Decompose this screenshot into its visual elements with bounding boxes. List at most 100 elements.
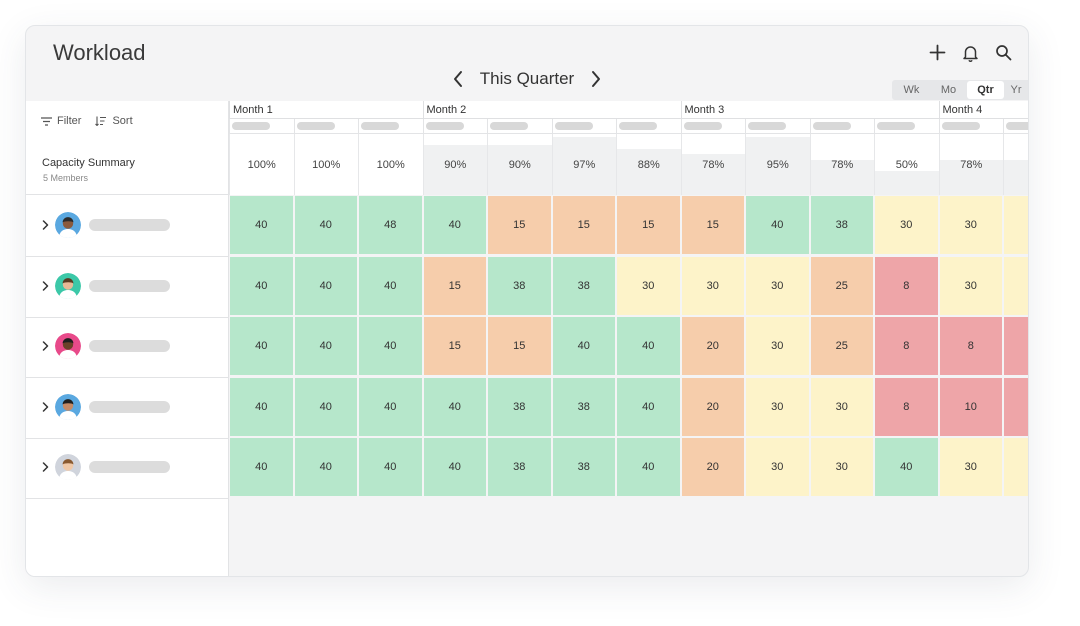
month-header: Month 2 xyxy=(422,101,681,119)
workload-cell[interactable]: 38 xyxy=(552,438,615,496)
chevron-right-icon[interactable] xyxy=(39,219,51,231)
workload-cell[interactable]: 40 xyxy=(359,438,422,496)
week-label-placeholder xyxy=(877,122,915,130)
workload-cell[interactable]: 8 xyxy=(875,378,938,436)
workload-cell[interactable]: 30 xyxy=(617,257,680,315)
workload-cell[interactable]: 30 xyxy=(939,257,1002,315)
workload-cell[interactable]: 8 xyxy=(939,317,1002,375)
workload-cell[interactable]: 30 xyxy=(939,196,1002,254)
week-header xyxy=(874,119,939,134)
workload-cell[interactable]: 15 xyxy=(488,196,551,254)
workload-cell[interactable]: 40 xyxy=(423,196,486,254)
search-icon[interactable] xyxy=(993,42,1014,63)
workload-cell[interactable]: 15 xyxy=(423,317,486,375)
member-name-placeholder xyxy=(89,401,170,413)
chevron-right-icon[interactable] xyxy=(586,69,606,89)
workload-cell[interactable]: 38 xyxy=(488,438,551,496)
avatar xyxy=(55,212,81,238)
workload-cell[interactable]: 38 xyxy=(488,378,551,436)
workload-cell[interactable]: 40 xyxy=(294,257,357,315)
workload-cell[interactable]: 40 xyxy=(230,196,293,254)
week-label-placeholder xyxy=(232,122,270,130)
workload-cell[interactable]: 38 xyxy=(810,196,873,254)
workload-cell[interactable]: 10 xyxy=(939,378,1002,436)
workload-cell[interactable]: 15 xyxy=(488,317,551,375)
capacity-fill xyxy=(681,134,745,154)
week-header xyxy=(487,119,552,134)
capacity-percent: 100% xyxy=(376,159,405,171)
workload-cell[interactable] xyxy=(1004,438,1028,496)
plus-icon[interactable] xyxy=(927,42,948,63)
workload-cell[interactable]: 20 xyxy=(681,438,744,496)
member-name-placeholder xyxy=(89,461,170,473)
workload-cell[interactable]: 40 xyxy=(617,378,680,436)
capacity-column: 97% xyxy=(551,134,616,195)
workload-cell[interactable]: 20 xyxy=(681,378,744,436)
workload-cell[interactable]: 40 xyxy=(359,317,422,375)
workload-cell[interactable]: 40 xyxy=(746,196,809,254)
workload-cell[interactable]: 40 xyxy=(423,438,486,496)
member-row xyxy=(26,437,229,497)
workload-cell[interactable]: 25 xyxy=(810,317,873,375)
zoom-week-button[interactable]: Wk xyxy=(903,84,920,96)
chevron-right-icon[interactable] xyxy=(39,401,51,413)
filter-button[interactable]: Filter xyxy=(41,115,81,127)
workload-cell[interactable]: 40 xyxy=(423,378,486,436)
workload-cell[interactable]: 38 xyxy=(552,257,615,315)
workload-cell[interactable] xyxy=(1004,378,1028,436)
workload-cell[interactable]: 40 xyxy=(359,257,422,315)
workload-cell[interactable]: 30 xyxy=(681,257,744,315)
workload-cell[interactable]: 15 xyxy=(681,196,744,254)
workload-cell[interactable]: 30 xyxy=(875,196,938,254)
workload-cell[interactable]: 30 xyxy=(746,438,809,496)
capacity-fill xyxy=(939,134,1003,160)
chevron-right-icon[interactable] xyxy=(39,280,51,292)
workload-cell[interactable]: 40 xyxy=(294,438,357,496)
workload-cell[interactable]: 40 xyxy=(294,378,357,436)
workload-cell[interactable]: 38 xyxy=(552,378,615,436)
workload-cell[interactable]: 25 xyxy=(810,257,873,315)
month-header: Month 1 xyxy=(229,101,423,119)
workload-cell[interactable]: 8 xyxy=(875,257,938,315)
row-divider xyxy=(26,498,229,499)
workload-cell[interactable]: 30 xyxy=(746,257,809,315)
workload-cell[interactable]: 30 xyxy=(746,317,809,375)
workload-cell[interactable]: 8 xyxy=(875,317,938,375)
chevron-right-icon[interactable] xyxy=(39,461,51,473)
week-header xyxy=(680,119,745,134)
workload-cell[interactable] xyxy=(1004,257,1028,315)
workload-cell[interactable]: 40 xyxy=(617,438,680,496)
chevron-right-icon[interactable] xyxy=(39,340,51,352)
workload-cell[interactable]: 38 xyxy=(488,257,551,315)
workload-cell[interactable]: 15 xyxy=(617,196,680,254)
member-name-placeholder xyxy=(89,280,170,292)
workload-cell[interactable]: 40 xyxy=(230,317,293,375)
workload-cell[interactable]: 40 xyxy=(294,196,357,254)
workload-cell[interactable]: 48 xyxy=(359,196,422,254)
workload-cell[interactable]: 40 xyxy=(294,317,357,375)
zoom-quarter-button[interactable]: Qtr xyxy=(967,81,1004,99)
workload-cell[interactable]: 40 xyxy=(875,438,938,496)
sort-button[interactable]: Sort xyxy=(95,115,133,127)
capacity-percent: 97% xyxy=(573,159,596,171)
chevron-left-icon[interactable] xyxy=(448,69,468,89)
workload-cell[interactable]: 30 xyxy=(746,378,809,436)
workload-cell[interactable]: 15 xyxy=(552,196,615,254)
workload-cell[interactable] xyxy=(1004,317,1028,375)
workload-cell[interactable]: 15 xyxy=(423,257,486,315)
zoom-year-button[interactable]: Yr xyxy=(1010,84,1022,96)
avatar xyxy=(55,333,81,359)
zoom-month-button[interactable]: Mo xyxy=(940,84,957,96)
workload-cell[interactable]: 20 xyxy=(681,317,744,375)
workload-cell[interactable]: 40 xyxy=(230,438,293,496)
workload-cell[interactable]: 40 xyxy=(617,317,680,375)
workload-cell[interactable]: 40 xyxy=(552,317,615,375)
workload-cell[interactable]: 30 xyxy=(810,438,873,496)
workload-cell[interactable]: 40 xyxy=(230,257,293,315)
workload-cell[interactable]: 30 xyxy=(939,438,1002,496)
workload-cell[interactable]: 40 xyxy=(359,378,422,436)
workload-cell[interactable] xyxy=(1004,196,1028,254)
workload-cell[interactable]: 30 xyxy=(810,378,873,436)
bell-icon[interactable] xyxy=(960,42,981,63)
workload-cell[interactable]: 40 xyxy=(230,378,293,436)
